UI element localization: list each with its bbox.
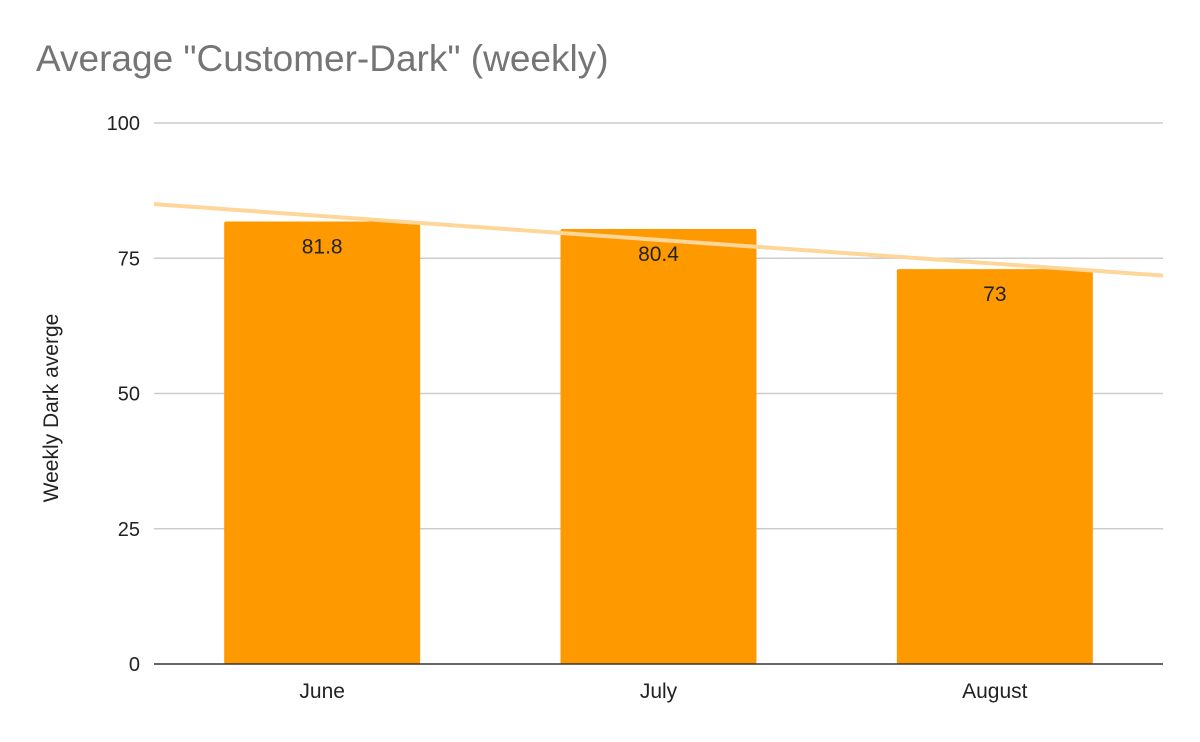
trendline bbox=[153, 202, 1164, 278]
bar-july bbox=[560, 229, 757, 664]
y-axis-title: Weekly Dark averge bbox=[40, 314, 63, 503]
y-tick-label: 25 bbox=[118, 519, 140, 541]
bar-june bbox=[224, 221, 421, 664]
x-tick-label: August bbox=[962, 680, 1028, 703]
data-label: 80.4 bbox=[638, 243, 679, 266]
y-tick-label: 50 bbox=[118, 384, 140, 406]
y-tick-label: 0 bbox=[129, 654, 140, 676]
y-tick-label: 100 bbox=[107, 113, 140, 135]
y-tick-label: 75 bbox=[118, 248, 140, 270]
chart-title: Average "Customer-Dark" (weekly) bbox=[36, 38, 609, 79]
data-label: 81.8 bbox=[302, 235, 343, 258]
x-tick-label: July bbox=[640, 680, 678, 703]
data-label: 73 bbox=[983, 283, 1006, 306]
x-tick-label: June bbox=[299, 680, 345, 703]
bar-august bbox=[896, 269, 1093, 664]
